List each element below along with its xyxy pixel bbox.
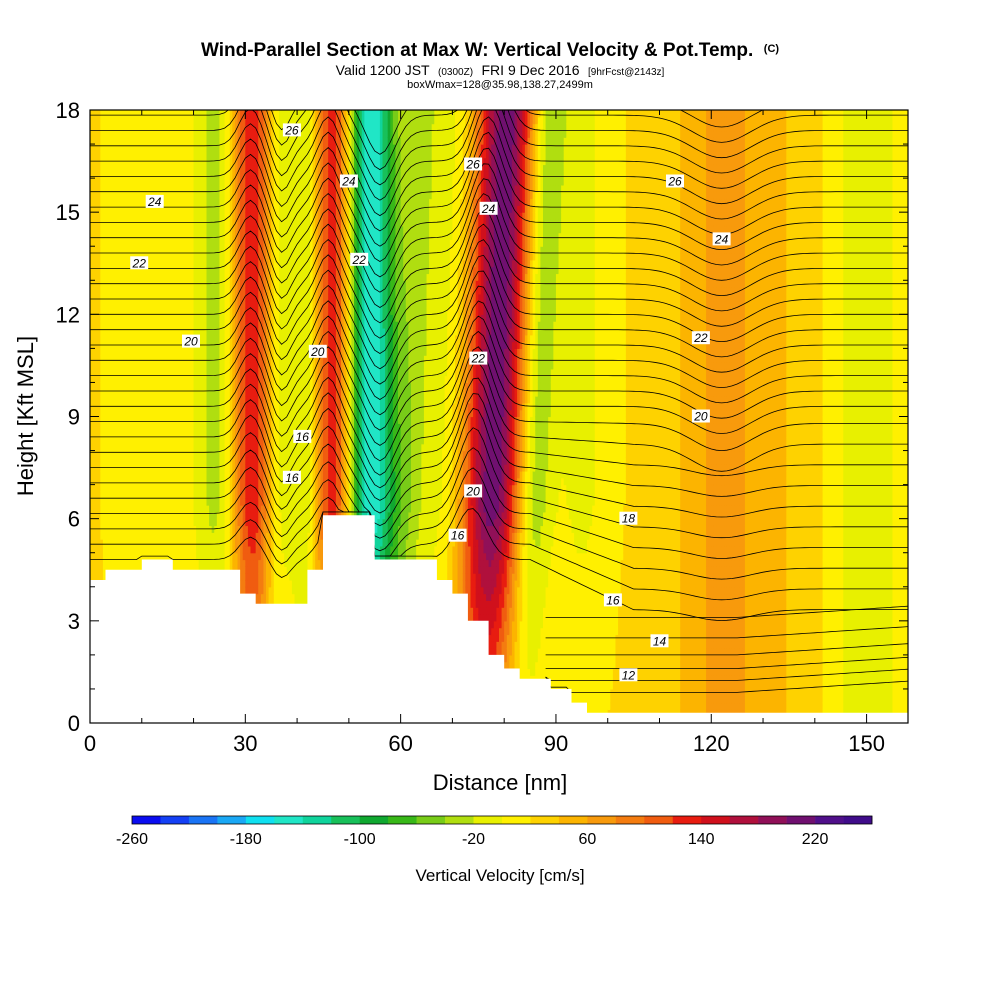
valid-date: FRI 9 Dec 2016 xyxy=(482,62,580,78)
chart-title: Wind-Parallel Section at Max W: Vertical… xyxy=(201,40,753,61)
utc-time: (0300Z) xyxy=(438,67,473,78)
vertical-velocity-section-chart: Wind-Parallel Section at Max W: Vertical… xyxy=(0,0,1000,1000)
valid-time: Valid 1200 JST xyxy=(336,62,430,78)
box-wmax-info: boxWmax=128@35.98,138.27,2499m xyxy=(407,79,593,91)
title-block: Wind-Parallel Section at Max W: Vertical… xyxy=(201,40,779,91)
forecast-info: [9hrFcst@2143z] xyxy=(588,67,665,78)
copyright-mark: (C) xyxy=(764,43,780,55)
